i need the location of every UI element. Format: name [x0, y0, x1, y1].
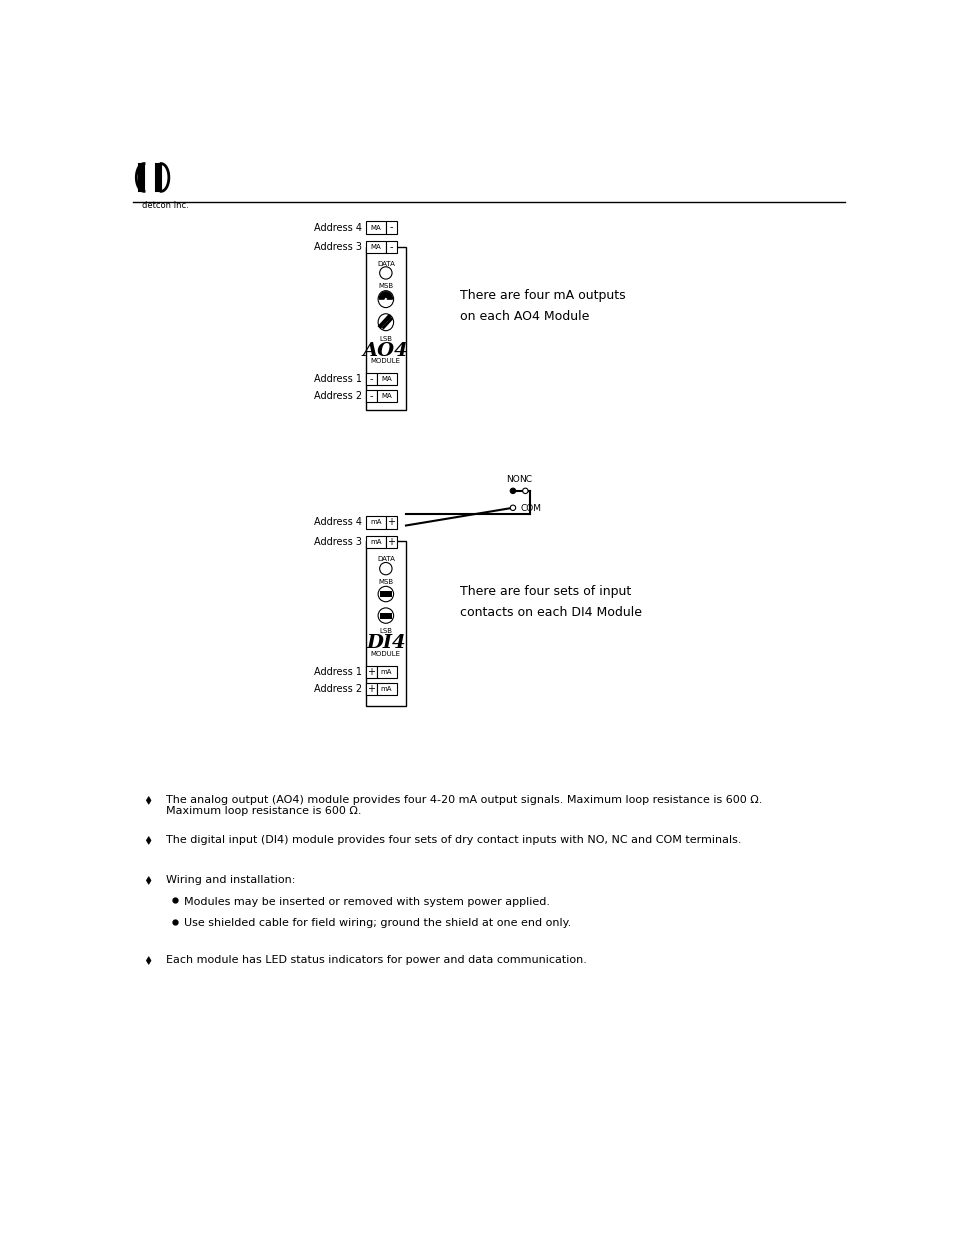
Polygon shape: [379, 291, 392, 299]
Text: MODULE: MODULE: [371, 358, 400, 364]
Text: MA: MA: [370, 225, 381, 231]
Circle shape: [522, 488, 528, 494]
Text: The analog output (AO4) module provides four 4-20 mA output signals. Maximum loo: The analog output (AO4) module provides …: [166, 795, 761, 805]
Text: Address 3: Address 3: [314, 242, 361, 252]
Circle shape: [510, 505, 516, 510]
Circle shape: [510, 488, 516, 494]
Bar: [365, 666, 376, 678]
Text: +: +: [387, 537, 395, 547]
Ellipse shape: [377, 314, 394, 331]
Text: detcon Inc.: detcon Inc.: [142, 200, 189, 210]
Circle shape: [379, 267, 392, 279]
Text: Address 2: Address 2: [314, 391, 361, 401]
Bar: [385, 536, 396, 548]
Bar: [365, 390, 376, 403]
FancyBboxPatch shape: [139, 163, 144, 191]
Text: Address 1: Address 1: [314, 374, 361, 384]
Bar: [365, 221, 385, 233]
Text: There are four sets of input
contacts on each DI4 Module: There are four sets of input contacts on…: [459, 585, 641, 620]
Text: DATA: DATA: [376, 261, 395, 267]
Text: Address 4: Address 4: [314, 517, 361, 527]
Text: Wiring and installation:: Wiring and installation:: [166, 876, 294, 885]
Bar: [365, 241, 385, 253]
Polygon shape: [146, 957, 151, 965]
Text: +: +: [367, 684, 375, 694]
Text: mA: mA: [370, 520, 381, 525]
Text: MSB: MSB: [378, 283, 393, 289]
Text: MA: MA: [370, 243, 381, 249]
Text: +: +: [367, 667, 375, 677]
Bar: [385, 221, 396, 233]
Bar: [376, 666, 396, 678]
Bar: [365, 247, 406, 410]
Ellipse shape: [377, 608, 394, 624]
Text: -: -: [369, 391, 373, 401]
Bar: [376, 390, 396, 403]
Text: -: -: [369, 374, 373, 384]
Text: There are four mA outputs
on each AO4 Module: There are four mA outputs on each AO4 Mo…: [459, 289, 625, 324]
Text: mA: mA: [370, 538, 381, 545]
Circle shape: [379, 562, 392, 574]
Bar: [379, 592, 392, 597]
Bar: [376, 373, 396, 385]
Bar: [365, 541, 406, 706]
Bar: [385, 241, 396, 253]
Text: MODULE: MODULE: [371, 651, 400, 657]
Text: MA: MA: [381, 377, 392, 382]
Text: Maximum loop resistance is 600 Ω.: Maximum loop resistance is 600 Ω.: [166, 805, 361, 816]
Text: -: -: [389, 242, 393, 252]
Text: LSB: LSB: [379, 336, 392, 342]
Text: Address 4: Address 4: [314, 222, 361, 232]
Text: The digital input (DI4) module provides four sets of dry contact inputs with NO,: The digital input (DI4) module provides …: [166, 835, 740, 845]
Bar: [379, 613, 392, 619]
Text: MSB: MSB: [378, 579, 393, 584]
Text: DI4: DI4: [366, 635, 405, 652]
Text: Modules may be inserted or removed with system power applied.: Modules may be inserted or removed with …: [184, 897, 550, 906]
Text: LSB: LSB: [379, 627, 392, 634]
Text: MA: MA: [381, 393, 392, 399]
Text: mA: mA: [380, 669, 392, 674]
Text: -: -: [389, 222, 393, 232]
Bar: [365, 516, 385, 529]
Text: NO: NO: [505, 475, 519, 484]
Bar: [365, 683, 376, 695]
Text: COM: COM: [520, 504, 541, 513]
Text: Use shielded cable for field wiring; ground the shield at one end only.: Use shielded cable for field wiring; gro…: [184, 918, 571, 929]
Text: AO4: AO4: [362, 342, 408, 359]
Ellipse shape: [377, 290, 394, 308]
FancyBboxPatch shape: [156, 163, 161, 191]
Ellipse shape: [377, 587, 394, 601]
Text: Each module has LED status indicators for power and data communication.: Each module has LED status indicators fo…: [166, 955, 586, 966]
Text: +: +: [387, 517, 395, 527]
Text: Address 1: Address 1: [314, 667, 361, 677]
Text: Address 3: Address 3: [314, 537, 361, 547]
Text: Address 2: Address 2: [314, 684, 361, 694]
Text: mA: mA: [380, 685, 392, 692]
Text: DATA: DATA: [376, 557, 395, 562]
Bar: [365, 536, 385, 548]
Bar: [365, 373, 376, 385]
Text: NC: NC: [518, 475, 531, 484]
Polygon shape: [146, 797, 151, 804]
Bar: [385, 516, 396, 529]
Bar: [376, 683, 396, 695]
Polygon shape: [146, 877, 151, 884]
Polygon shape: [146, 836, 151, 845]
